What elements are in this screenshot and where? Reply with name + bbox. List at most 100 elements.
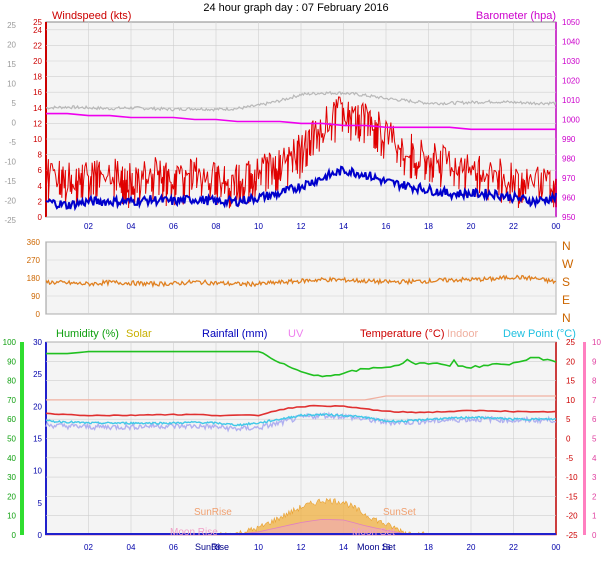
temp-x-tick: 18: [424, 543, 433, 552]
temp-x-tick: 10: [254, 543, 263, 552]
wind-chill-line: [45, 411, 556, 433]
humidity-tick: 60: [7, 415, 16, 424]
temperature-tick: 10: [566, 396, 575, 405]
rainfall-tick: 5: [38, 499, 43, 508]
uv-tick: 1: [592, 512, 597, 521]
wind-x-tick: 20: [467, 222, 476, 231]
temperature-line: [45, 404, 557, 417]
graph-title: 24 hour graph day : 07 February 2016: [203, 2, 388, 14]
wind-outer-tick: -5: [9, 138, 17, 147]
humidity-tick: 40: [7, 454, 16, 463]
wind-x-tick: 12: [297, 222, 306, 231]
wind-x-ticks: 02 04 06 08 10 12 14 16 18 20 22 00: [84, 222, 561, 231]
humidity-tick: 0: [12, 531, 17, 540]
uv-tick: 9: [592, 357, 597, 366]
direction-right-tick: E: [562, 293, 570, 307]
baro-right-tick: 1020: [562, 77, 580, 86]
barometer-label: Barometer (hpa): [476, 10, 556, 22]
uv-label: UV: [288, 328, 304, 340]
sun-moon-annotations: SunRise SunSet Moon Rise Moon Set SunRis…: [170, 507, 416, 552]
temperature-tick: 15: [566, 377, 575, 386]
rainfall-tick: 0: [38, 531, 43, 540]
indoor-temp-line: [46, 395, 556, 401]
temp-series: [45, 350, 557, 536]
wind-x-tick: 18: [424, 222, 433, 231]
average-wind-line: [45, 165, 557, 212]
direction-right-tick: N: [562, 311, 571, 325]
wind-left-tick: 4: [38, 182, 43, 191]
humidity-axis-bar: [20, 342, 24, 535]
uv-tick: 5: [592, 435, 597, 444]
wind-outer-tick: 15: [7, 60, 16, 69]
rainfall-label: Rainfall (mm): [202, 328, 267, 340]
baro-right-tick: 1050: [562, 18, 580, 27]
wind-gust-line: [45, 96, 557, 209]
wind-left-tick: 10: [33, 135, 42, 144]
wind-outer-tick: -20: [4, 197, 16, 206]
temperature-tick: -25: [566, 531, 578, 540]
wind-left-tick: 2: [38, 197, 43, 206]
temp-x-tick: 20: [467, 543, 476, 552]
baro-right-tick: 970: [562, 174, 576, 183]
humidity-tick: 100: [3, 338, 17, 347]
indoor-label: Indoor: [447, 328, 479, 340]
rainfall-tick: 15: [33, 435, 42, 444]
temp-x-tick: 04: [127, 543, 136, 552]
temperature-ticks: 25 20 15 10 5 0 -5 -10 -15 -20 -25: [566, 338, 578, 540]
wind-outer-tick: 10: [7, 80, 16, 89]
uv-tick: 4: [592, 454, 597, 463]
rainfall-tick: 10: [33, 467, 42, 476]
moonset-annotation: Moon Set: [352, 527, 395, 538]
temperature-tick: 20: [566, 357, 575, 366]
direction-series: [45, 274, 557, 289]
wind-left-tick: 8: [38, 151, 43, 160]
uv-tick: 7: [592, 396, 597, 405]
wind-left-tick: 6: [38, 166, 43, 175]
wind-left-tick: 16: [33, 88, 42, 97]
humidity-tick: 50: [7, 435, 16, 444]
direction-gridlines: [46, 241, 557, 315]
wind-left-tick: 20: [33, 57, 42, 66]
uv-tick: 10: [592, 338, 601, 347]
temperature-tick: -5: [566, 454, 574, 463]
baro-right-tick: 1010: [562, 96, 580, 105]
wind-left-tick: 12: [33, 119, 42, 128]
barometer-line: [46, 112, 556, 131]
direction-left-tick: 0: [36, 310, 41, 319]
direction-right-tick: S: [562, 275, 570, 289]
humidity-tick: 30: [7, 473, 16, 482]
direction-right-tick: N: [562, 239, 571, 253]
wind-x-tick: 00: [552, 222, 561, 231]
baro-right-tick: 1030: [562, 57, 580, 66]
temperature-tick: 0: [566, 435, 571, 444]
rainfall-tick: 20: [33, 402, 42, 411]
sunset-annotation: SunSet: [383, 507, 416, 518]
temp-x-ticks: 02 04 06 08 10 12 14 16 18 20 22 00: [84, 543, 561, 552]
uv-axis-bar: [583, 342, 586, 535]
wind-x-tick: 22: [509, 222, 518, 231]
baro-right-tick: 1000: [562, 116, 580, 125]
temp-x-tick: 12: [297, 543, 306, 552]
wind-left-tick: 18: [33, 73, 42, 82]
temp-x-tick: 14: [339, 543, 348, 552]
wind-outer-tick: 20: [7, 41, 16, 50]
direction-left-tick: 270: [27, 256, 41, 265]
wind-x-tick: 06: [169, 222, 178, 231]
uv-tick: 3: [592, 473, 597, 482]
sunrise-annotation: SunRise: [194, 507, 232, 518]
temperature-tick: 25: [566, 338, 575, 347]
baro-right-tick: 950: [562, 213, 576, 222]
wind-outer-ticks: 25 20 15 10 5 0 -5 -10 -15 -20 -25: [4, 21, 16, 225]
wind-direction-line: [45, 274, 557, 289]
temp-x-tick: 00: [552, 543, 561, 552]
baro-right-tick: 960: [562, 194, 576, 203]
wind-x-tick: 10: [254, 222, 263, 231]
wind-left-tick: 0: [38, 213, 43, 222]
rainfall-ticks: 30 25 20 15 10 5 0: [33, 338, 42, 540]
uv-tick: 6: [592, 415, 597, 424]
temp-x-tick: 08: [212, 543, 221, 552]
humidity-tick: 10: [7, 512, 16, 521]
